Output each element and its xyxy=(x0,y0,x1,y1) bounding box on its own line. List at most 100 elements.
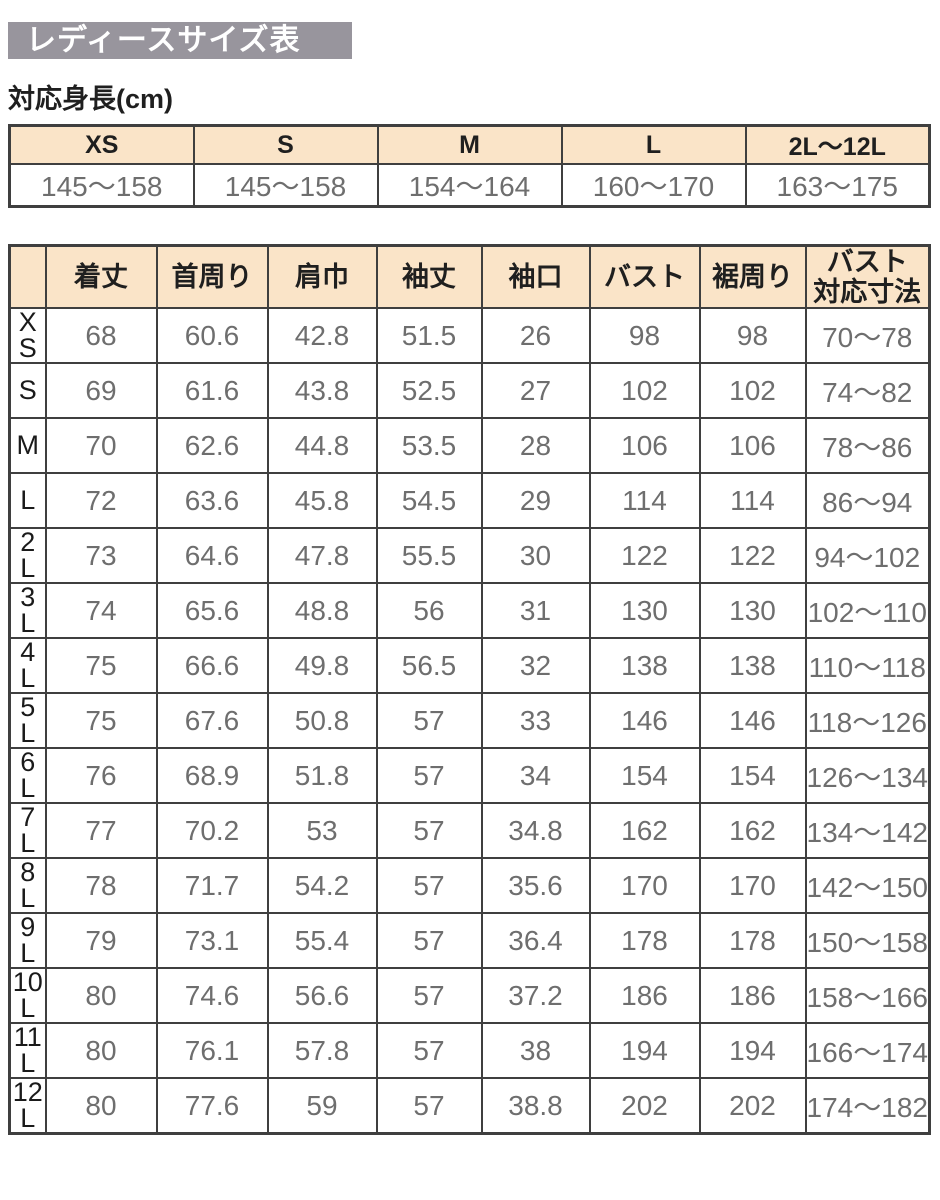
size-value-cell: 114 xyxy=(698,472,807,530)
size-value-cell: 42.8 xyxy=(266,307,378,365)
size-row-label: 3 L xyxy=(8,582,47,640)
size-value-cell: 102 xyxy=(698,362,807,420)
size-value-cell: 102〜110 xyxy=(804,582,931,640)
size-value-cell: 57 xyxy=(375,1077,483,1135)
size-value-cell: 54.5 xyxy=(375,472,483,530)
size-value-cell: 53.5 xyxy=(375,417,483,475)
size-value-cell: 114 xyxy=(588,472,701,530)
size-value-cell: 76 xyxy=(44,747,158,805)
size-row-label: M xyxy=(8,417,47,475)
size-value-cell: 31 xyxy=(480,582,591,640)
size-value-cell: 130 xyxy=(698,582,807,640)
size-table-row: 7 L 77 70.2 53 57 34.8 162 162 134〜142 xyxy=(8,802,931,860)
size-table-row: 5 L 75 67.6 50.8 57 33 146 146 118〜126 xyxy=(8,692,931,750)
size-value-cell: 50.8 xyxy=(266,692,378,750)
size-value-cell: 57 xyxy=(375,912,483,970)
size-value-cell: 75 xyxy=(44,637,158,695)
size-value-cell: 158〜166 xyxy=(804,967,931,1025)
height-column-header: M xyxy=(376,124,563,165)
size-table-body: X S 68 60.6 42.8 51.5 26 98 98 70〜78 S 69 61.6 43.8 5… xyxy=(8,307,931,1135)
size-value-cell: 47.8 xyxy=(266,527,378,585)
size-row-label: 11 L xyxy=(8,1022,47,1080)
size-row-label: 2 L xyxy=(8,527,47,585)
height-value-cell: 145〜158 xyxy=(8,163,195,208)
size-column-header: 裾周り xyxy=(698,244,807,310)
size-value-cell: 62.6 xyxy=(155,417,269,475)
size-value-cell: 38.8 xyxy=(480,1077,591,1135)
size-value-cell: 106 xyxy=(588,417,701,475)
size-value-cell: 76.1 xyxy=(155,1022,269,1080)
size-value-cell: 73.1 xyxy=(155,912,269,970)
size-value-cell: 65.6 xyxy=(155,582,269,640)
size-value-cell: 57 xyxy=(375,1022,483,1080)
size-value-cell: 70〜78 xyxy=(804,307,931,365)
size-value-cell: 118〜126 xyxy=(804,692,931,750)
size-table-row: 6 L 76 68.9 51.8 57 34 154 154 126〜134 xyxy=(8,747,931,805)
size-value-cell: 52.5 xyxy=(375,362,483,420)
size-value-cell: 64.6 xyxy=(155,527,269,585)
size-value-cell: 122 xyxy=(698,527,807,585)
size-row-label: 7 L xyxy=(8,802,47,860)
size-value-cell: 80 xyxy=(44,967,158,1025)
size-value-cell: 49.8 xyxy=(266,637,378,695)
height-column-header: S xyxy=(192,124,379,165)
size-value-cell: 69 xyxy=(44,362,158,420)
size-value-cell: 178 xyxy=(588,912,701,970)
size-value-cell: 34.8 xyxy=(480,802,591,860)
height-column-header: 2L〜12L xyxy=(744,124,931,165)
size-value-cell: 73 xyxy=(44,527,158,585)
size-value-cell: 154 xyxy=(588,747,701,805)
size-value-cell: 126〜134 xyxy=(804,747,931,805)
size-table-row: S 69 61.6 43.8 52.5 27 102 102 74〜82 xyxy=(8,362,931,420)
size-table-row: 11 L 80 76.1 57.8 57 38 194 194 166〜174 xyxy=(8,1022,931,1080)
size-value-cell: 48.8 xyxy=(266,582,378,640)
size-value-cell: 57 xyxy=(375,857,483,915)
size-value-cell: 102 xyxy=(588,362,701,420)
size-value-cell: 63.6 xyxy=(155,472,269,530)
size-value-cell: 98 xyxy=(588,307,701,365)
height-column-header: XS xyxy=(8,124,195,165)
size-value-cell: 110〜118 xyxy=(804,637,931,695)
size-table-row: M 70 62.6 44.8 53.5 28 106 106 78〜86 xyxy=(8,417,931,475)
size-column-header: 袖丈 xyxy=(375,244,483,310)
size-value-cell: 67.6 xyxy=(155,692,269,750)
size-value-cell: 43.8 xyxy=(266,362,378,420)
size-value-cell: 66.6 xyxy=(155,637,269,695)
size-value-cell: 202 xyxy=(698,1077,807,1135)
size-value-cell: 150〜158 xyxy=(804,912,931,970)
size-value-cell: 162 xyxy=(588,802,701,860)
size-value-cell: 68 xyxy=(44,307,158,365)
size-value-cell: 53 xyxy=(266,802,378,860)
size-column-header: バスト xyxy=(588,244,701,310)
size-chart-page: レディースサイズ表 対応身長(cm) XS S M L 2L〜12L 145〜158 14… xyxy=(8,22,931,1135)
size-value-cell: 98 xyxy=(698,307,807,365)
size-value-cell: 74〜82 xyxy=(804,362,931,420)
size-table-row: L 72 63.6 45.8 54.5 29 114 114 86〜94 xyxy=(8,472,931,530)
height-table-value-row: 145〜158 145〜158 154〜164 160〜170 163〜175 xyxy=(8,163,931,208)
height-section-label: 対応身長(cm) xyxy=(8,84,174,114)
size-column-header: 首周り xyxy=(155,244,269,310)
size-row-label: 5 L xyxy=(8,692,47,750)
size-value-cell: 122 xyxy=(588,527,701,585)
height-value-cell: 154〜164 xyxy=(376,163,563,208)
size-table-row: 9 L 79 73.1 55.4 57 36.4 178 178 150〜158 xyxy=(8,912,931,970)
size-value-cell: 75 xyxy=(44,692,158,750)
size-value-cell: 194 xyxy=(698,1022,807,1080)
size-value-cell: 72 xyxy=(44,472,158,530)
size-value-cell: 77 xyxy=(44,802,158,860)
size-value-cell: 130 xyxy=(588,582,701,640)
size-value-cell: 138 xyxy=(588,637,701,695)
size-value-cell: 36.4 xyxy=(480,912,591,970)
size-value-cell: 78〜86 xyxy=(804,417,931,475)
size-value-cell: 74.6 xyxy=(155,967,269,1025)
size-value-cell: 44.8 xyxy=(266,417,378,475)
size-value-cell: 35.6 xyxy=(480,857,591,915)
size-row-label: 4 L xyxy=(8,637,47,695)
size-table-row: 3 L 74 65.6 48.8 56 31 130 130 102〜110 xyxy=(8,582,931,640)
size-row-label: 10 L xyxy=(8,967,47,1025)
size-value-cell: 26 xyxy=(480,307,591,365)
size-table-row: 4 L 75 66.6 49.8 56.5 32 138 138 110〜118 xyxy=(8,637,931,695)
height-value-cell: 145〜158 xyxy=(192,163,379,208)
size-value-cell: 33 xyxy=(480,692,591,750)
size-table-row: 2 L 73 64.6 47.8 55.5 30 122 122 94〜102 xyxy=(8,527,931,585)
